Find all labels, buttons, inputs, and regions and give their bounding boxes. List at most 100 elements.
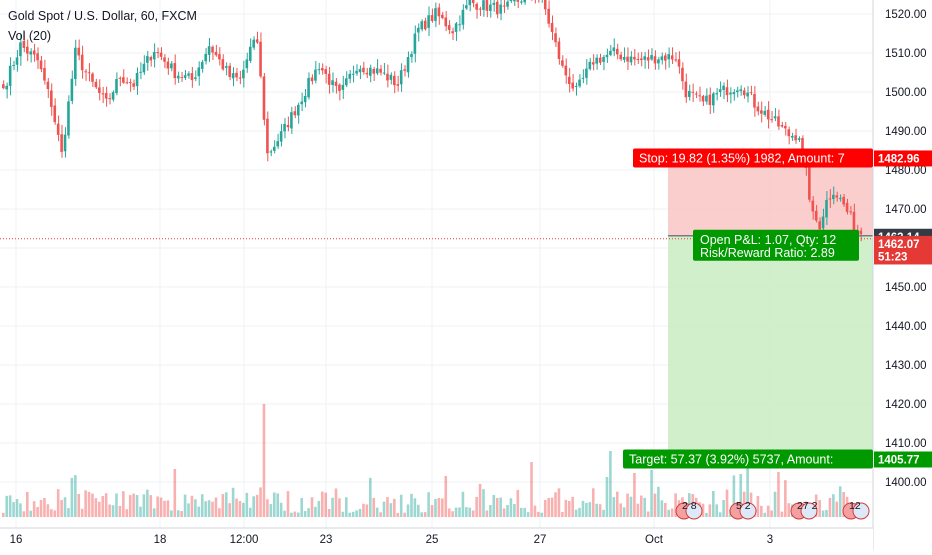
candle-body bbox=[670, 55, 674, 60]
candle-body bbox=[46, 81, 50, 90]
volume-bar bbox=[386, 497, 389, 517]
volume-bar bbox=[317, 500, 321, 517]
volume-bar bbox=[22, 511, 26, 517]
candle-body bbox=[725, 87, 729, 96]
candle-body bbox=[557, 41, 561, 59]
candle-body bbox=[780, 125, 784, 127]
event-flag-icon: 27 2 bbox=[790, 500, 818, 520]
candle-body bbox=[375, 68, 379, 74]
candle-body bbox=[317, 69, 321, 71]
candle-body bbox=[499, 4, 502, 14]
volume-bar bbox=[50, 509, 53, 517]
volume-bar bbox=[612, 497, 616, 517]
candle-body bbox=[307, 78, 310, 98]
volume-bar bbox=[26, 491, 29, 517]
volume-bar bbox=[12, 502, 15, 517]
countdown-tag-bg bbox=[874, 248, 932, 265]
candle-body bbox=[218, 54, 221, 60]
candle-body bbox=[502, 5, 506, 7]
candle-body bbox=[22, 40, 26, 48]
volume-bar bbox=[626, 493, 629, 517]
volume-bar bbox=[636, 503, 640, 517]
candle-body bbox=[471, 0, 475, 4]
volume-bar bbox=[777, 472, 780, 517]
candle-body bbox=[122, 77, 125, 83]
volume-bar bbox=[248, 507, 252, 517]
volume-bar bbox=[430, 505, 434, 517]
candle-body bbox=[715, 93, 719, 95]
candle-body bbox=[252, 39, 255, 48]
volume-bar bbox=[187, 503, 190, 517]
candle-body bbox=[190, 73, 194, 81]
volume-bar bbox=[252, 496, 255, 517]
volume-bar bbox=[444, 475, 448, 517]
volume-bar bbox=[53, 510, 57, 517]
volume-bar bbox=[382, 501, 386, 517]
candle-body bbox=[712, 93, 715, 106]
candle-body bbox=[619, 54, 622, 60]
volume-bar bbox=[516, 489, 520, 517]
volume-bar bbox=[708, 504, 712, 517]
event-count-label: 2 8 bbox=[682, 500, 697, 512]
event-count-label: 12 bbox=[849, 500, 861, 512]
candle-body bbox=[760, 110, 763, 114]
volume-bar bbox=[60, 500, 63, 517]
candle-body bbox=[26, 46, 29, 54]
candle-body bbox=[701, 95, 705, 102]
volume-bar bbox=[701, 503, 705, 517]
candle-body bbox=[447, 25, 451, 30]
volume-bar bbox=[379, 512, 382, 517]
volume-bar bbox=[766, 505, 770, 517]
candle-body bbox=[588, 61, 592, 70]
volume-bar bbox=[489, 505, 492, 517]
volume-bar bbox=[122, 491, 125, 517]
volume-bar bbox=[670, 508, 674, 517]
candle-body bbox=[516, 0, 520, 2]
volume-bar bbox=[74, 475, 77, 517]
candle-body bbox=[406, 57, 410, 73]
candle-body bbox=[633, 56, 636, 60]
volume-bar bbox=[629, 496, 633, 517]
volume-bar bbox=[509, 498, 513, 517]
candle-body bbox=[348, 73, 352, 79]
candle-body bbox=[231, 73, 235, 79]
volume-bar bbox=[338, 498, 341, 517]
volume-bar bbox=[605, 477, 609, 517]
price-tick-label: 1400.00 bbox=[885, 477, 927, 489]
candle-body bbox=[722, 85, 725, 91]
candle-body bbox=[183, 75, 187, 78]
candle-body bbox=[773, 116, 777, 119]
volume-bar bbox=[468, 507, 472, 517]
candle-body bbox=[310, 77, 314, 82]
candle-body bbox=[708, 94, 712, 105]
candle-body bbox=[63, 134, 67, 152]
volume-bar bbox=[314, 506, 317, 517]
candle-body bbox=[849, 211, 852, 213]
volume-bar bbox=[156, 496, 159, 517]
candle-body bbox=[152, 51, 156, 60]
volume-bar bbox=[5, 495, 9, 517]
volume-bar bbox=[348, 512, 352, 517]
stop-label-box bbox=[633, 148, 873, 168]
volume-bar bbox=[454, 507, 458, 517]
candle-body bbox=[36, 53, 39, 61]
volume-bar bbox=[667, 509, 671, 517]
volume-bar bbox=[660, 500, 664, 517]
candle-body bbox=[581, 77, 585, 79]
volume-bar bbox=[581, 500, 585, 517]
candle-body bbox=[698, 95, 701, 97]
volume-bar bbox=[327, 508, 331, 517]
candle-body bbox=[571, 82, 574, 89]
volume-bar bbox=[502, 508, 506, 517]
volume-bar bbox=[98, 501, 101, 517]
volume-bar bbox=[780, 511, 784, 517]
candle-body bbox=[465, 5, 468, 9]
candle-body bbox=[818, 221, 821, 230]
candle-body bbox=[705, 95, 708, 102]
candle-body bbox=[320, 68, 324, 71]
volume-bar bbox=[537, 511, 540, 517]
volume-bar bbox=[705, 512, 708, 517]
